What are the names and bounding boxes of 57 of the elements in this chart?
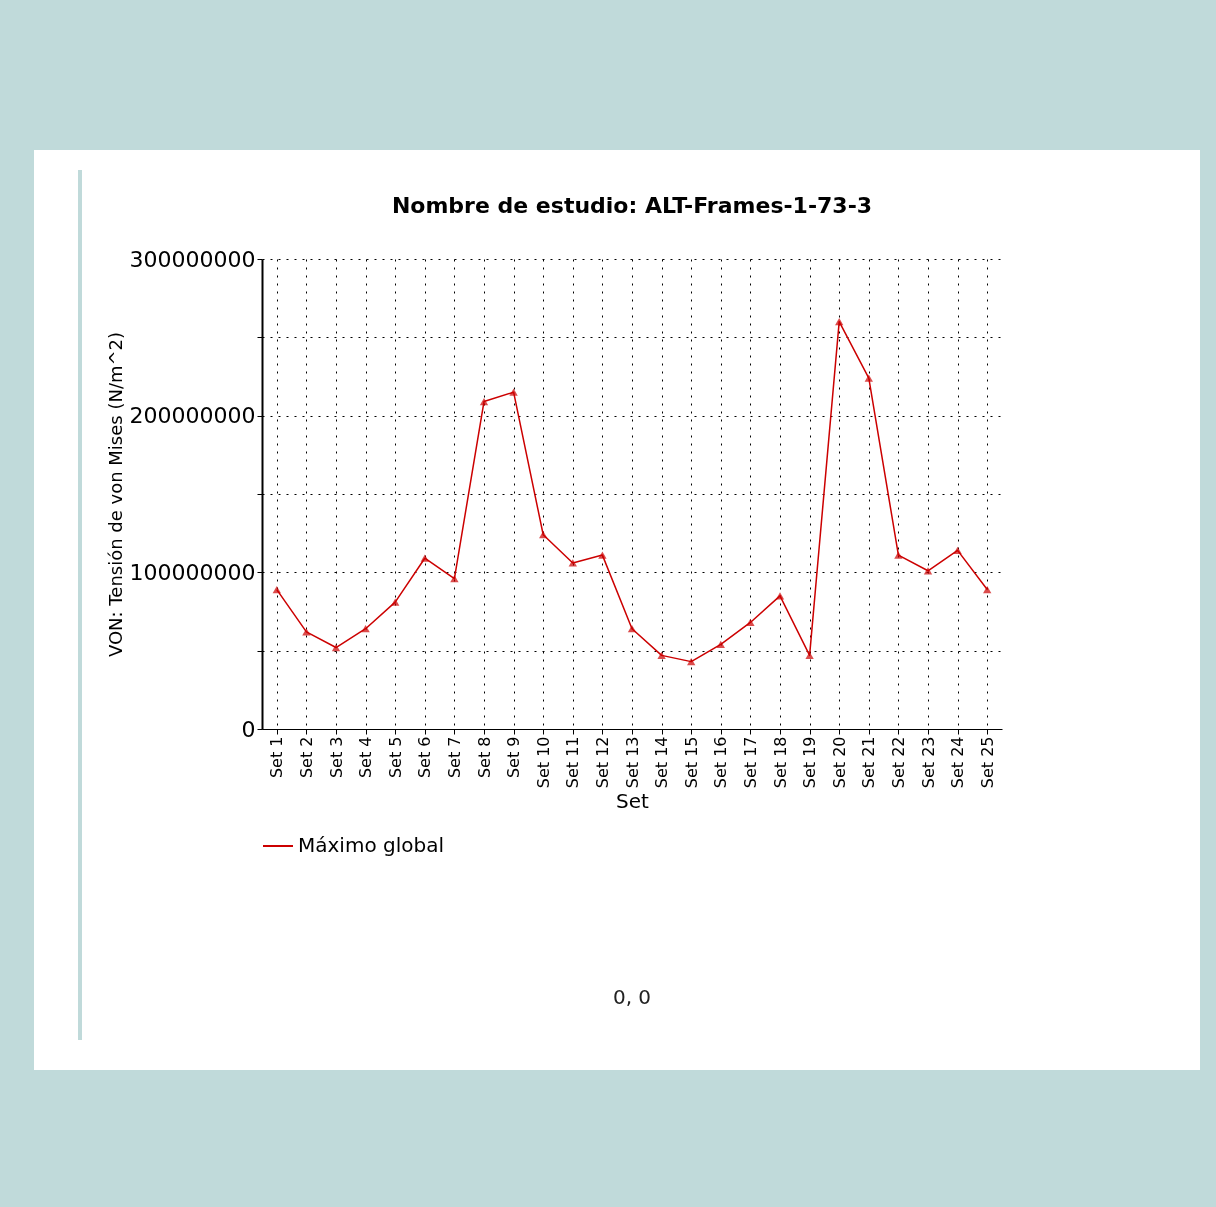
x-axis-title: Set <box>616 789 650 814</box>
x-tick-label: Set 13 <box>622 736 642 789</box>
chart-title: Nombre de estudio: ALT-Frames-1-73-3 <box>391 193 873 218</box>
point <box>272 585 281 594</box>
x-tick-label: Set 11 <box>563 736 583 789</box>
x-tick-label: Set 6 <box>415 736 435 779</box>
x-tick-label: Set 1 <box>267 736 287 779</box>
x-tick-label: Set 2 <box>296 736 316 779</box>
y-tick-label: 0 <box>241 716 256 742</box>
point <box>627 625 637 633</box>
point <box>361 625 370 633</box>
point <box>835 318 844 326</box>
point <box>509 388 518 396</box>
point <box>539 531 548 539</box>
point <box>479 397 489 406</box>
x-tick-label: Set 17 <box>740 736 760 789</box>
x-tick-label: Set 23 <box>918 736 938 789</box>
x-tick-label: Set 21 <box>859 736 879 789</box>
x-tick-label: Set 25 <box>977 736 997 789</box>
y-tick-label: 300000000 <box>129 246 256 272</box>
x-tick-label: Set 18 <box>770 736 790 789</box>
x-tick-label: Set 7 <box>444 736 464 779</box>
point <box>598 551 607 559</box>
y-tick-label: 100000000 <box>129 559 256 585</box>
point <box>716 640 725 649</box>
y-tick-label: 200000000 <box>129 403 256 429</box>
point <box>391 598 400 606</box>
point <box>864 374 873 382</box>
text: 0, 0 <box>611 985 653 1009</box>
point <box>805 651 814 659</box>
y-axis-title: VON: Tensión de von Mises (N/m^2) <box>104 331 126 658</box>
x-tick-label: Set 3 <box>326 736 346 779</box>
point <box>953 546 962 555</box>
x-tick-label: Set 22 <box>888 736 908 789</box>
point <box>983 585 992 594</box>
x-tick-label: Set 5 <box>385 736 405 779</box>
x-tick-label: Set 4 <box>356 736 376 779</box>
x-tick-label: Set 9 <box>504 736 524 779</box>
x-tick-label: Set 20 <box>829 736 849 789</box>
point <box>894 551 903 559</box>
point <box>331 643 341 652</box>
x-tick-label: Set 19 <box>800 736 820 789</box>
point <box>687 658 696 666</box>
x-tick-label: Set 8 <box>474 736 494 779</box>
point <box>923 567 933 575</box>
point <box>746 618 755 627</box>
point <box>568 559 577 567</box>
point <box>450 574 459 583</box>
point <box>657 651 666 659</box>
x-tick-label: Set 16 <box>711 736 731 789</box>
x-tick-label: Set 15 <box>681 736 701 789</box>
x-tick-label: Set 14 <box>652 736 672 789</box>
x-tick-label: Set 24 <box>948 736 968 789</box>
point <box>420 554 429 562</box>
x-tick-label: Set 12 <box>592 736 612 789</box>
legend-label: Máximo global <box>298 833 444 857</box>
x-tick-label: Set 10 <box>533 736 553 789</box>
